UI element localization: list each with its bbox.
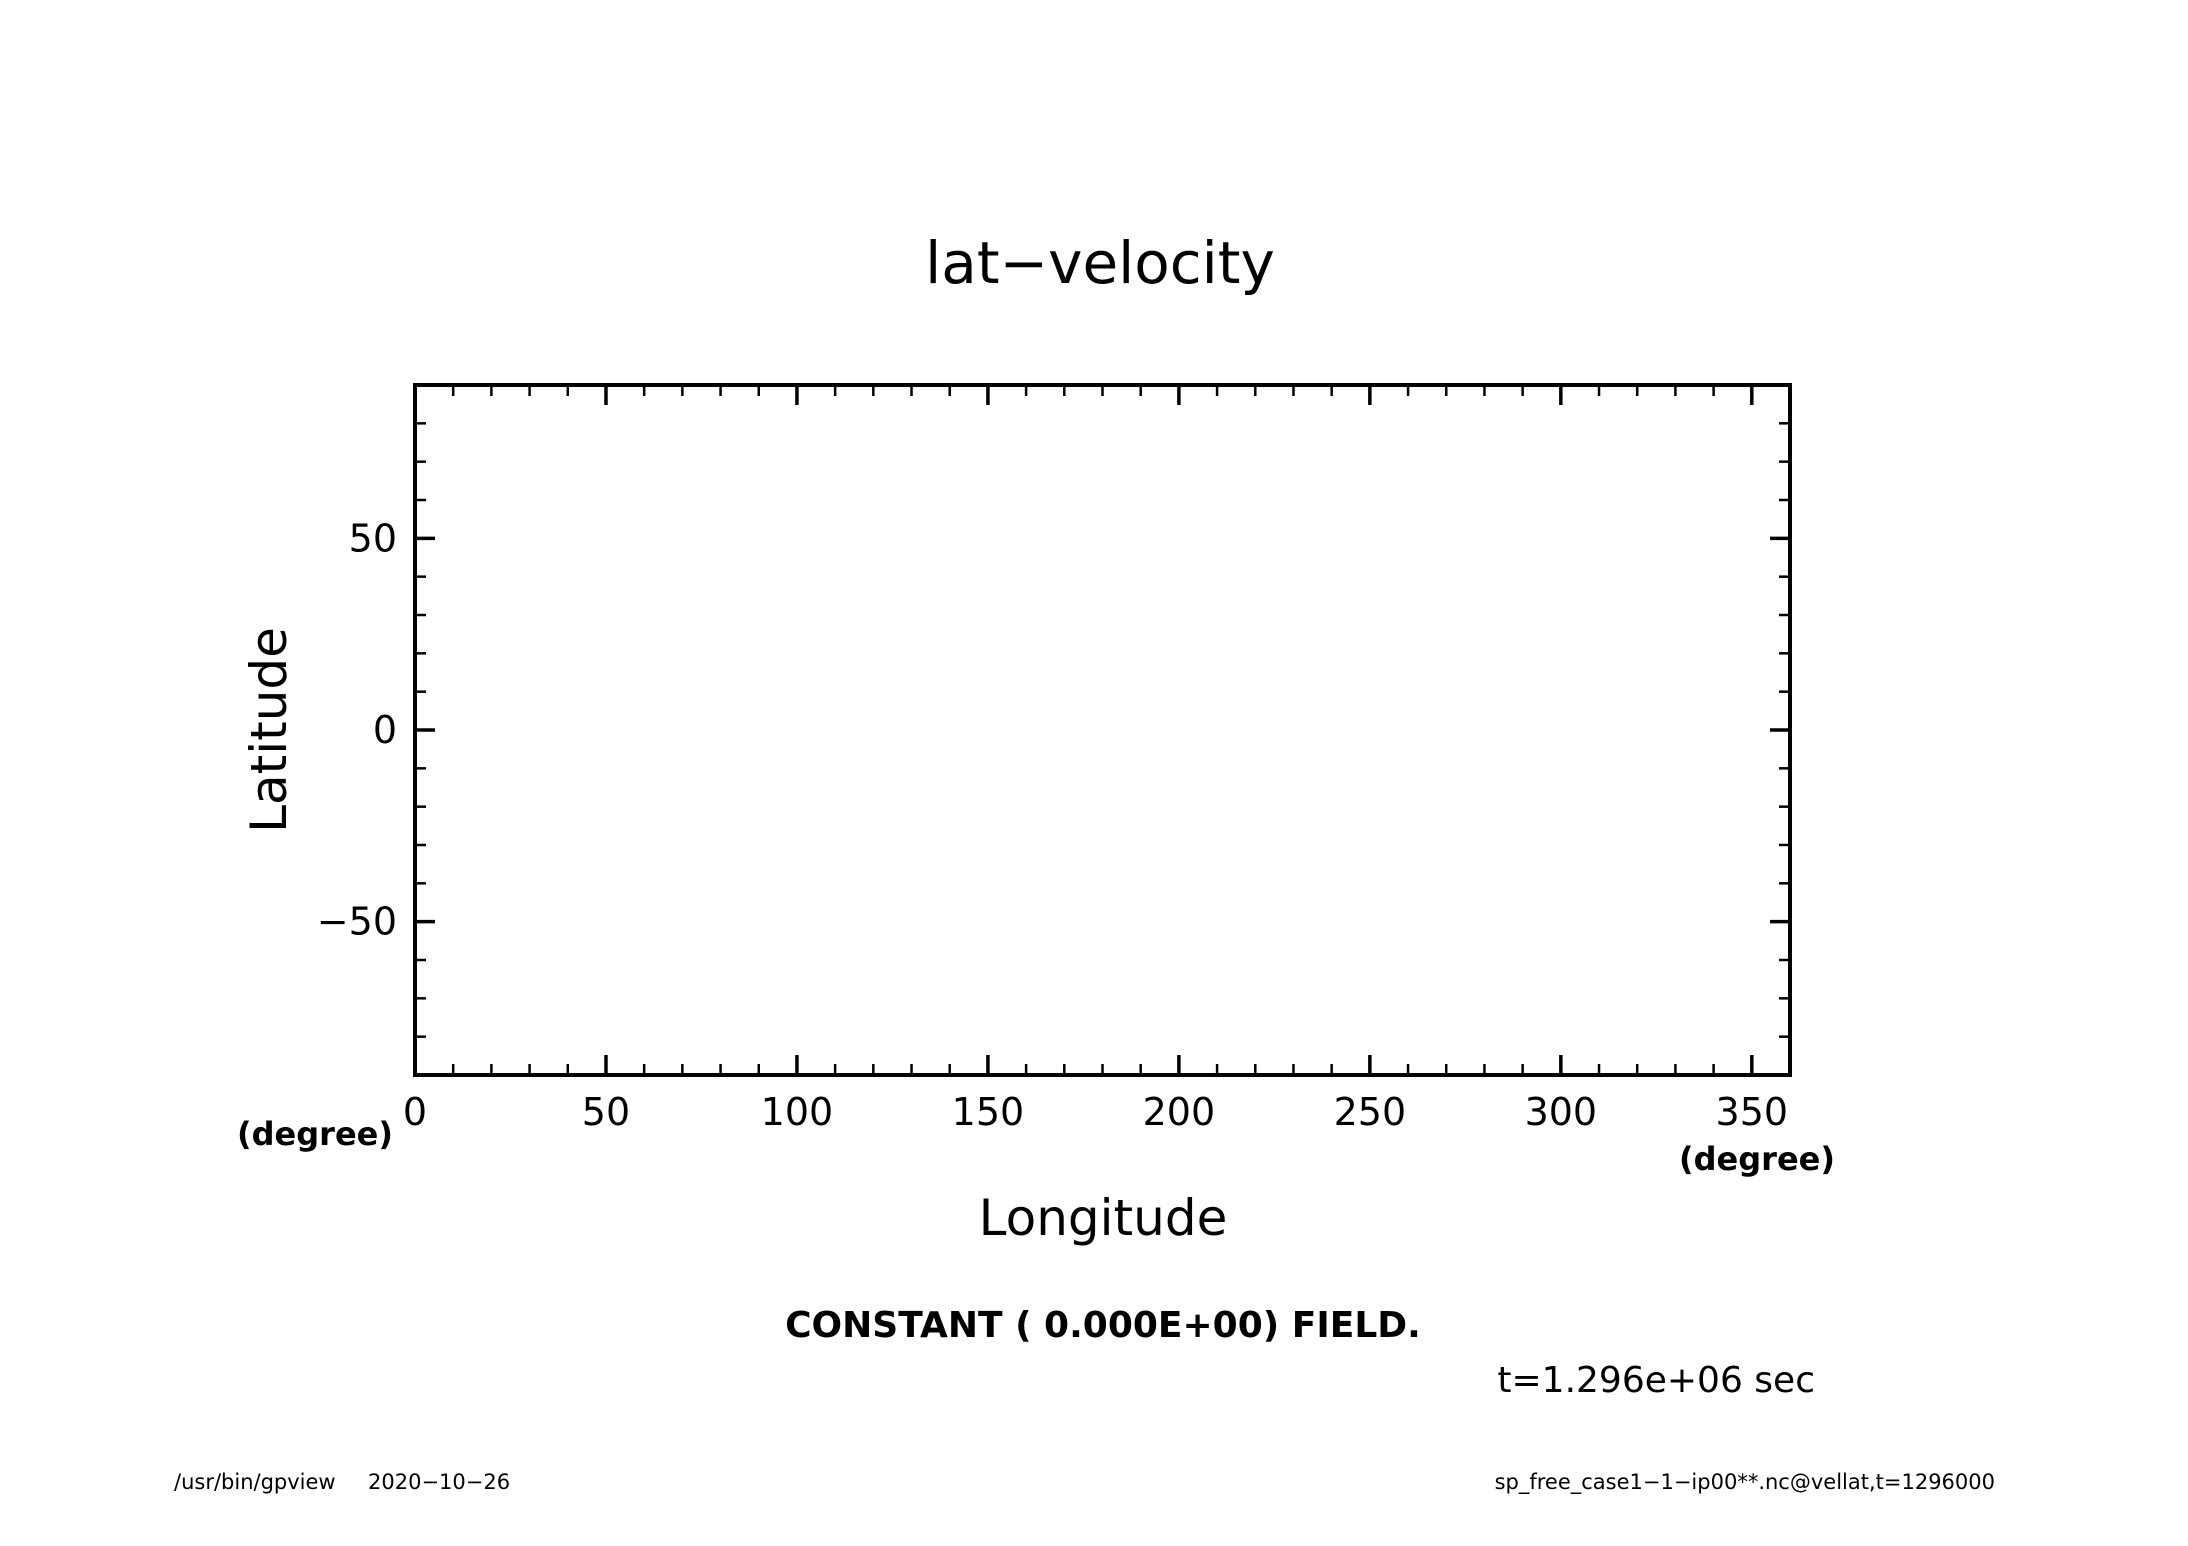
x-tick-label: 350 <box>1716 1090 1789 1134</box>
field-message: CONSTANT ( 0.000E+00) FIELD. <box>785 1305 1421 1346</box>
y-tick-label: −50 <box>317 900 397 944</box>
axis-ticks <box>413 383 1792 1077</box>
time-label: t=1.296e+06 sec <box>1497 1360 1815 1401</box>
footer-source: sp_free_case1−1−ip00**.nc@vellat,t=12960… <box>1495 1470 1995 1495</box>
chart-title: lat−velocity <box>925 229 1275 297</box>
y-tick-label: 50 <box>349 516 397 560</box>
x-unit-left: (degree) <box>237 1115 393 1153</box>
x-axis-label: Longitude <box>979 1189 1228 1247</box>
y-axis-label: Latitude <box>240 627 298 833</box>
axis-tick-labels: 0 50 100 150 200 250 300 350 50 0 −50 <box>317 516 1788 1134</box>
x-tick-label: 100 <box>761 1090 834 1134</box>
x-tick-label: 200 <box>1143 1090 1216 1134</box>
y-tick-label: 0 <box>373 708 397 752</box>
x-tick-label: 0 <box>403 1090 427 1134</box>
x-tick-label: 150 <box>952 1090 1025 1134</box>
x-tick-label: 50 <box>582 1090 630 1134</box>
x-tick-label: 250 <box>1334 1090 1407 1134</box>
footer-date: 2020−10−26 <box>368 1470 510 1494</box>
plot-area <box>413 383 1792 1077</box>
x-unit-right: (degree) <box>1679 1140 1835 1178</box>
footer-program: /usr/bin/gpview <box>174 1470 336 1494</box>
plot-frame <box>413 383 1792 1077</box>
x-tick-label: 300 <box>1525 1090 1598 1134</box>
